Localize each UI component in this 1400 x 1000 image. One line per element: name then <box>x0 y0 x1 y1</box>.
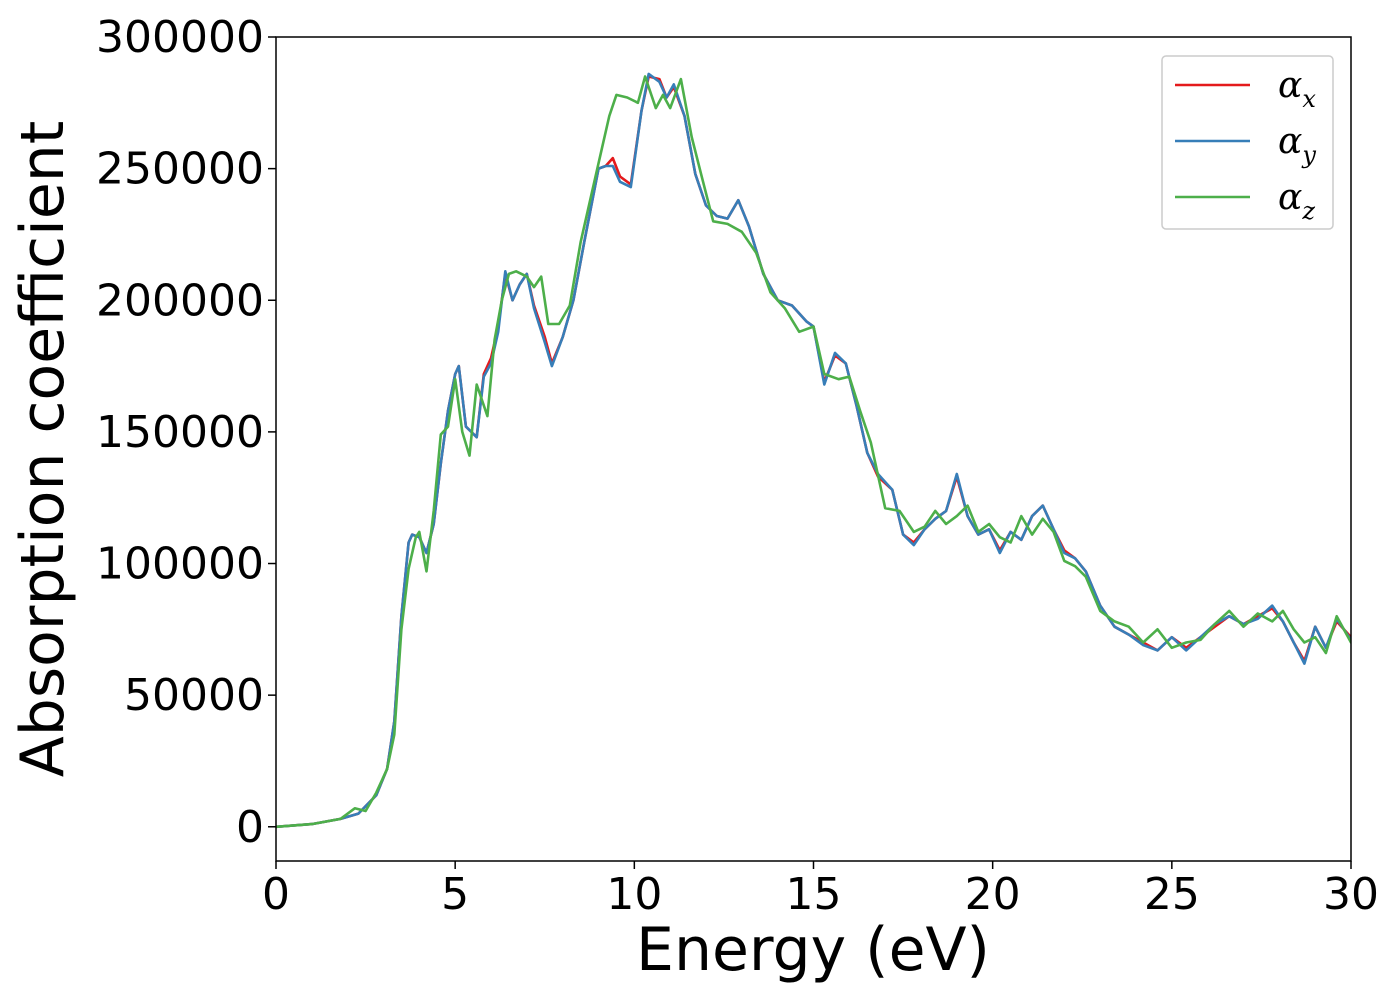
legend-frame <box>1161 55 1334 230</box>
x-axis-label: Energy (eV) <box>636 915 990 985</box>
legend-symbol: α <box>1278 177 1302 218</box>
y-tick-label: 0 <box>236 802 264 853</box>
y-tick-label: 200000 <box>96 275 264 326</box>
legend-label-y: αy <box>1278 121 1316 169</box>
y-axis-ticks: 0 50000 100000 150000 200000 250000 300000 <box>96 12 276 853</box>
x-axis-ticks: 0 5 10 15 20 25 30 <box>262 861 1379 920</box>
legend-subscript: z <box>1301 197 1315 225</box>
x-tick-label: 20 <box>965 869 1021 920</box>
legend-symbol: α <box>1278 65 1302 106</box>
legend-symbol: α <box>1278 121 1302 162</box>
y-tick-label: 150000 <box>96 407 264 458</box>
x-tick-label: 15 <box>786 869 842 920</box>
y-tick-label: 250000 <box>96 144 264 195</box>
x-tick-label: 10 <box>606 869 662 920</box>
x-tick-label: 5 <box>441 869 469 920</box>
x-tick-label: 0 <box>262 869 290 920</box>
y-tick-label: 50000 <box>124 670 264 721</box>
y-axis-label: Absorption coefficient <box>8 121 78 778</box>
x-tick-label: 30 <box>1323 869 1379 920</box>
series-line-z <box>276 75 1351 829</box>
legend-subscript: x <box>1302 85 1316 113</box>
y-tick-label: 300000 <box>96 12 264 63</box>
y-tick-label: 100000 <box>96 539 264 590</box>
series-group <box>276 72 1351 829</box>
x-tick-label: 25 <box>1144 869 1200 920</box>
legend-label-x: αx <box>1278 65 1316 113</box>
legend-label-z: αz <box>1278 177 1315 225</box>
legend-subscript: y <box>1301 141 1316 169</box>
